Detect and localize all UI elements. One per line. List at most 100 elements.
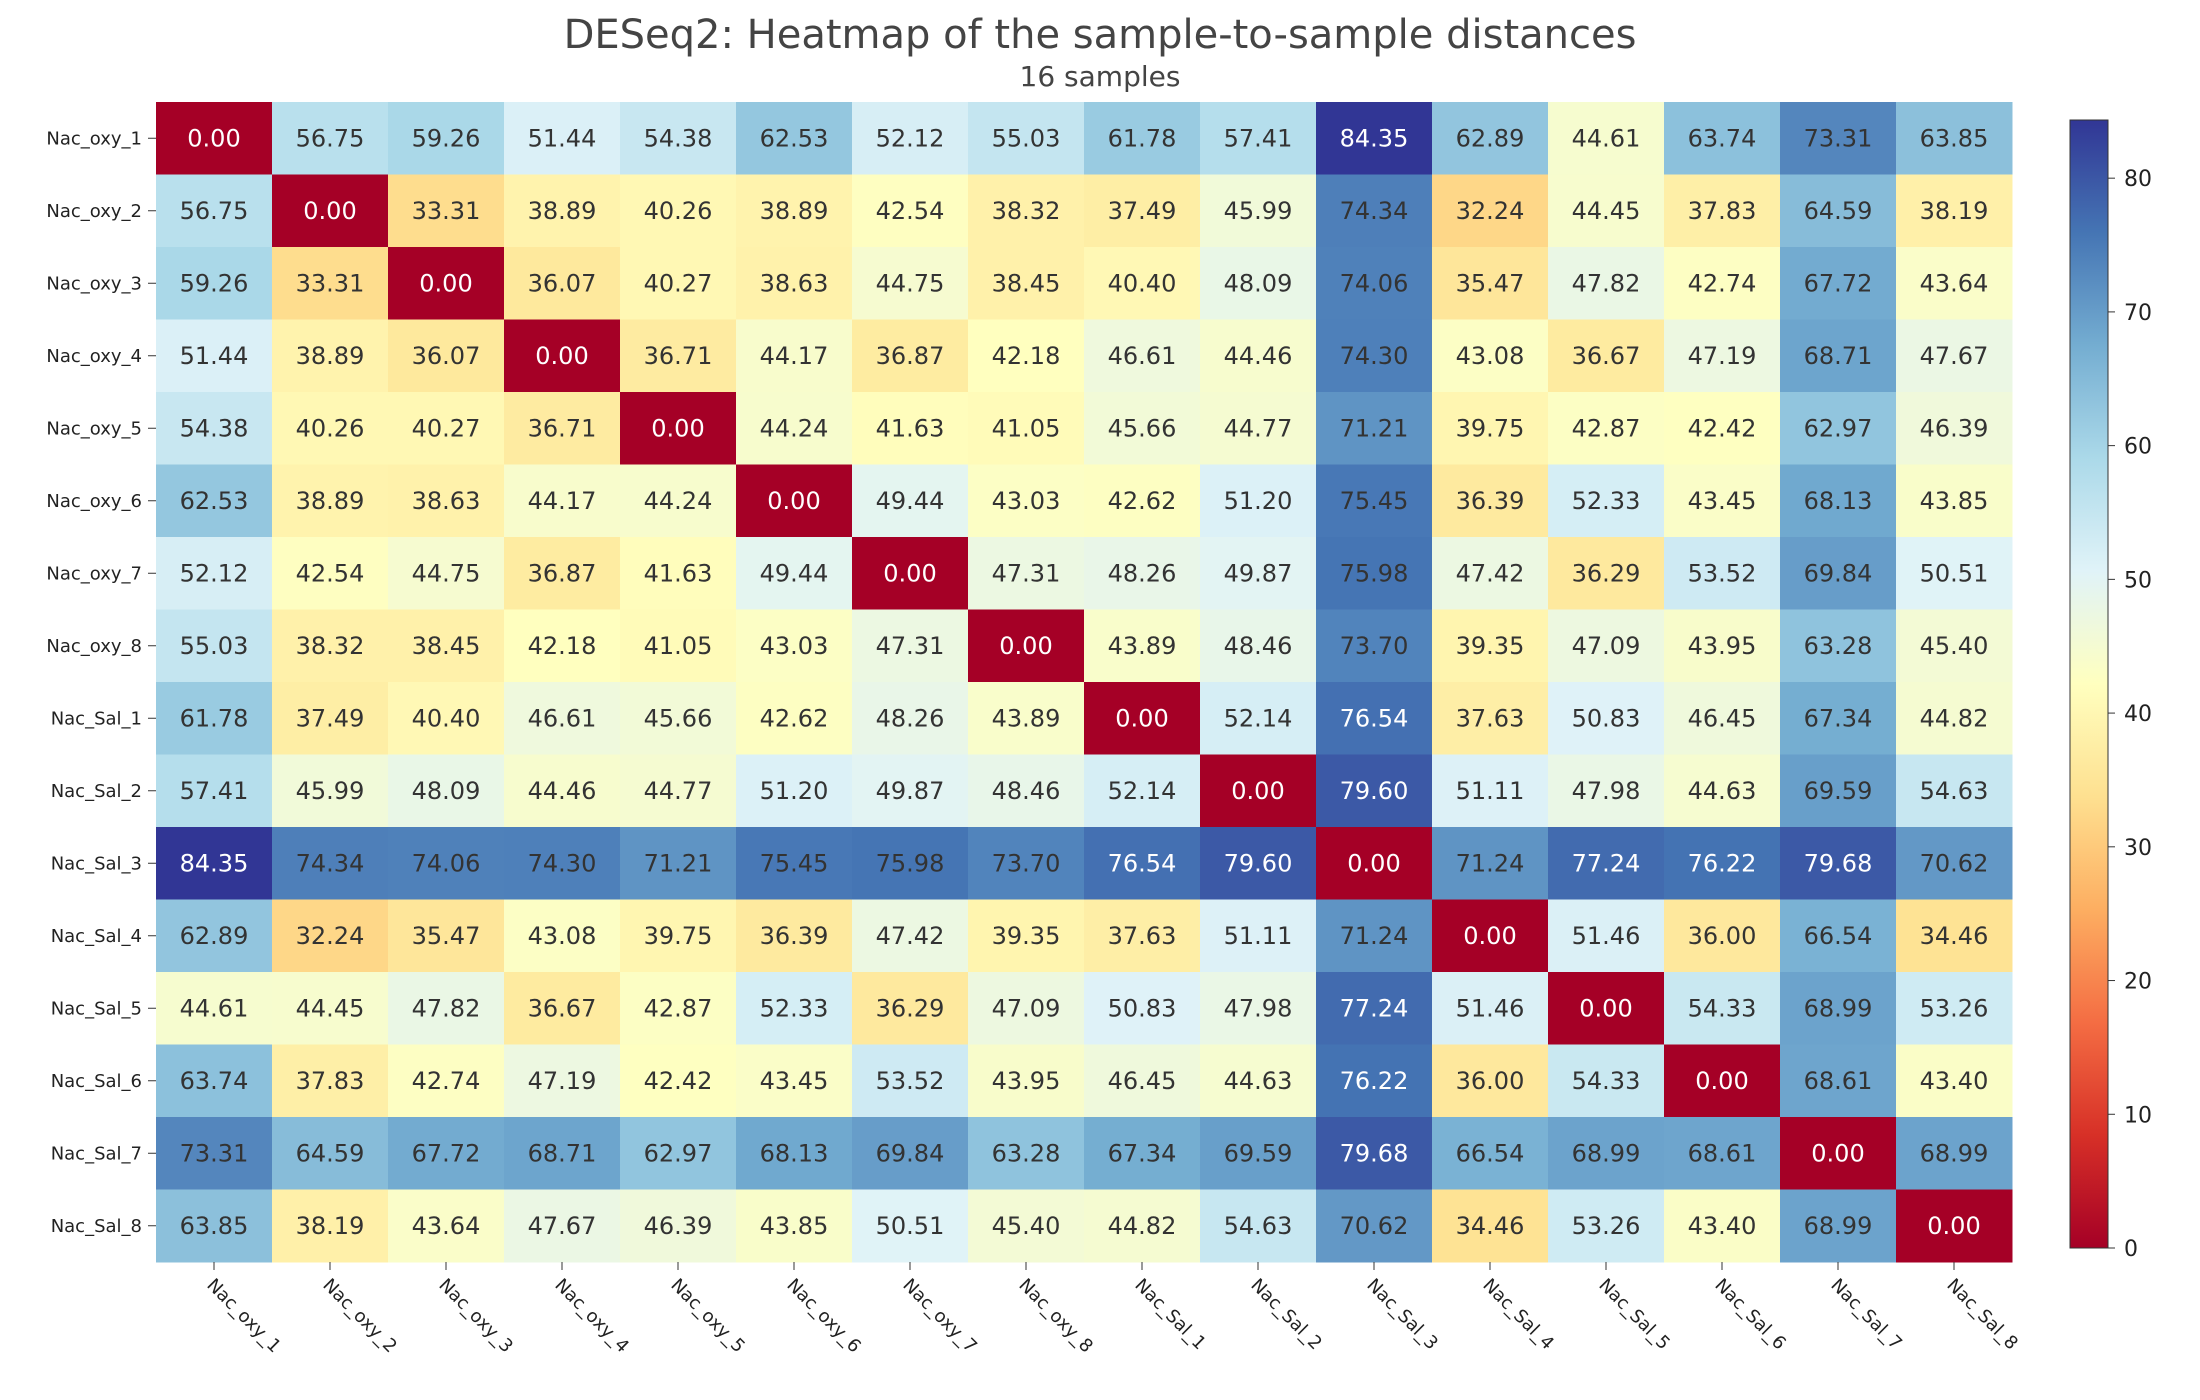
cell-value-label: 47.98 bbox=[1572, 777, 1641, 805]
row-tick-label: Nac_oxy_1 bbox=[46, 128, 142, 149]
cell-value-label: 40.26 bbox=[644, 197, 713, 225]
cell-value-label: 38.45 bbox=[412, 632, 481, 660]
cell-value-label: 41.63 bbox=[644, 559, 713, 587]
cell-value-label: 37.83 bbox=[296, 1067, 365, 1095]
cell-value-label: 68.99 bbox=[1804, 994, 1873, 1022]
heatmap-cell bbox=[736, 899, 853, 973]
heatmap-cell bbox=[388, 464, 505, 538]
cell-value-label: 43.95 bbox=[1688, 632, 1757, 660]
heatmap-cell bbox=[504, 609, 621, 683]
row-tick-label: Nac_Sal_8 bbox=[51, 1216, 142, 1237]
cell-value-label: 79.68 bbox=[1804, 849, 1873, 877]
column-tick-label: Nac_oxy_7 bbox=[898, 1275, 980, 1357]
cell-value-label: 49.87 bbox=[876, 777, 945, 805]
heatmap-cell bbox=[504, 1189, 621, 1263]
cell-value-label: 36.07 bbox=[412, 342, 481, 370]
heatmap-cell bbox=[1432, 682, 1549, 755]
heatmap-cell bbox=[852, 754, 969, 828]
heatmap-cell bbox=[1896, 392, 2013, 465]
cell-value-label: 50.51 bbox=[1920, 559, 1989, 587]
cell-value-label: 42.62 bbox=[760, 704, 829, 732]
cell-value-label: 44.75 bbox=[876, 269, 945, 297]
heatmap-cell bbox=[1548, 682, 1665, 755]
heatmap-cell bbox=[620, 899, 737, 973]
heatmap-cell bbox=[620, 1189, 737, 1263]
cell-value-label: 44.46 bbox=[1224, 342, 1293, 370]
heatmap-cell bbox=[736, 1189, 853, 1263]
cell-value-label: 47.82 bbox=[412, 994, 481, 1022]
cell-value-label: 50.51 bbox=[876, 1212, 945, 1240]
cell-value-label: 45.99 bbox=[296, 777, 365, 805]
heatmap-cell bbox=[1316, 754, 1433, 828]
cell-value-label: 76.54 bbox=[1340, 704, 1409, 732]
column-tick-label: Nac_oxy_4 bbox=[550, 1275, 632, 1357]
heatmap-cell bbox=[968, 827, 1085, 900]
heatmap-cell bbox=[1200, 754, 1317, 828]
heatmap-cell bbox=[1316, 1044, 1433, 1118]
cell-value-label: 54.38 bbox=[180, 414, 249, 442]
heatmap-cell bbox=[620, 392, 737, 465]
cell-value-label: 62.97 bbox=[644, 1139, 713, 1167]
heatmap-cell bbox=[388, 827, 505, 900]
heatmap-cell bbox=[736, 464, 853, 538]
heatmap-cell bbox=[968, 102, 1085, 175]
cell-value-label: 56.75 bbox=[296, 124, 365, 152]
cell-value-label: 0.00 bbox=[535, 342, 588, 370]
heatmap-cell bbox=[1896, 1044, 2013, 1118]
cell-value-label: 42.18 bbox=[992, 342, 1061, 370]
cell-value-label: 45.66 bbox=[644, 704, 713, 732]
heatmap-cell bbox=[1200, 682, 1317, 755]
cell-value-label: 36.39 bbox=[1456, 487, 1525, 515]
row-tick-label: Nac_Sal_6 bbox=[51, 1071, 142, 1092]
heatmap-cell bbox=[620, 319, 737, 393]
cell-value-label: 44.77 bbox=[644, 777, 713, 805]
chart-subtitle: 16 samples bbox=[1020, 60, 1181, 93]
cell-value-label: 67.34 bbox=[1108, 1139, 1177, 1167]
heatmap-cell bbox=[504, 174, 621, 248]
heatmap-cell bbox=[388, 102, 505, 175]
heatmap-cell bbox=[1432, 537, 1549, 610]
cell-value-label: 53.52 bbox=[876, 1067, 945, 1095]
heatmap-cell bbox=[1084, 247, 1201, 320]
cell-value-label: 51.46 bbox=[1456, 994, 1525, 1022]
heatmap-cell bbox=[1432, 827, 1549, 900]
heatmap-cell bbox=[1200, 102, 1317, 175]
cell-value-label: 62.53 bbox=[760, 124, 829, 152]
cell-value-label: 69.84 bbox=[876, 1139, 945, 1167]
heatmap-cell bbox=[620, 1044, 737, 1118]
cell-value-label: 0.00 bbox=[187, 124, 240, 152]
cell-value-label: 40.40 bbox=[1108, 269, 1177, 297]
cell-value-label: 41.05 bbox=[644, 632, 713, 660]
cell-value-label: 38.63 bbox=[412, 487, 481, 515]
heatmap-cell bbox=[852, 392, 969, 465]
cell-value-label: 0.00 bbox=[1231, 777, 1284, 805]
cell-value-label: 76.22 bbox=[1340, 1067, 1409, 1095]
heatmap-cell bbox=[1200, 247, 1317, 320]
heatmap-cell bbox=[1200, 972, 1317, 1045]
cell-value-label: 46.39 bbox=[644, 1212, 713, 1240]
row-tick-label: Nac_Sal_5 bbox=[51, 998, 142, 1019]
cell-value-label: 67.72 bbox=[412, 1139, 481, 1167]
cell-value-label: 41.05 bbox=[992, 414, 1061, 442]
cell-value-label: 47.09 bbox=[992, 994, 1061, 1022]
cell-value-label: 35.47 bbox=[1456, 269, 1525, 297]
cell-value-label: 50.83 bbox=[1572, 704, 1641, 732]
cell-value-label: 0.00 bbox=[419, 269, 472, 297]
cell-value-label: 64.59 bbox=[296, 1139, 365, 1167]
cell-value-label: 38.32 bbox=[992, 197, 1061, 225]
heatmap-cell bbox=[1896, 754, 2013, 828]
cell-value-label: 70.62 bbox=[1340, 1212, 1409, 1240]
heatmap-cell bbox=[620, 682, 737, 755]
cell-value-label: 43.85 bbox=[1920, 487, 1989, 515]
cell-value-label: 43.45 bbox=[1688, 487, 1757, 515]
cell-value-label: 44.75 bbox=[412, 559, 481, 587]
cell-value-label: 44.45 bbox=[1572, 197, 1641, 225]
cell-value-label: 69.59 bbox=[1804, 777, 1873, 805]
heatmap-cell bbox=[1432, 1117, 1549, 1190]
cell-value-label: 53.26 bbox=[1572, 1212, 1641, 1240]
heatmap-cell bbox=[156, 972, 273, 1045]
cell-value-label: 38.45 bbox=[992, 269, 1061, 297]
heatmap-cell bbox=[1664, 827, 1781, 900]
cell-value-label: 68.99 bbox=[1572, 1139, 1641, 1167]
heatmap-cell bbox=[1200, 1189, 1317, 1263]
